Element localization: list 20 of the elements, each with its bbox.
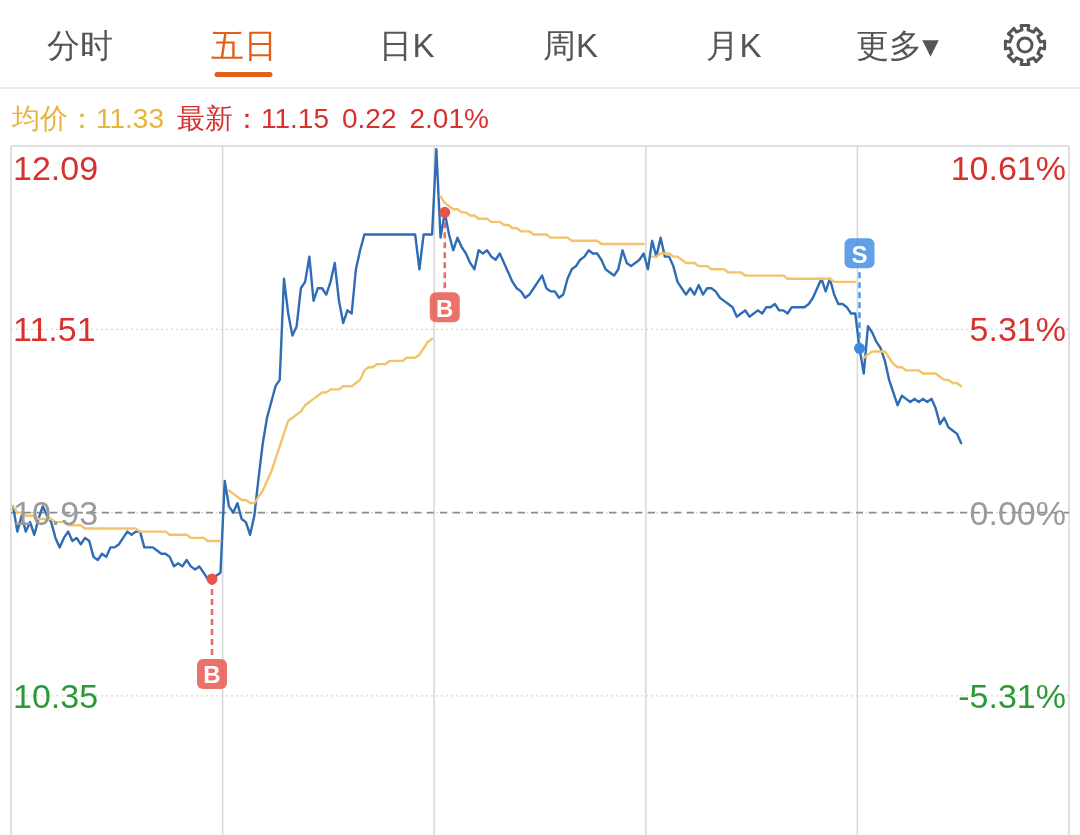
text: 周K	[542, 26, 599, 64]
y2-tick-label: 5.31%	[969, 310, 1066, 349]
text: 0.22	[342, 102, 397, 134]
text: 日K	[379, 26, 435, 64]
text: S	[851, 240, 868, 268]
chart-title: 五日	[210, 26, 277, 64]
y2-tick-label: 0.00%	[969, 493, 1066, 532]
y2-tick-label: -5.31%	[958, 677, 1066, 716]
text: 2.01%	[409, 102, 489, 134]
y2-tick-label: 10.61%	[950, 149, 1066, 188]
y-tick-label: 12.09	[13, 149, 99, 188]
text: 最新：11.15	[177, 102, 329, 134]
text: 更多▾	[856, 26, 940, 64]
y-tick-label: 11.51	[13, 310, 96, 349]
text: B	[203, 661, 221, 689]
text: 均价：11.33	[11, 102, 164, 134]
text: B	[436, 294, 454, 322]
text: 月K	[706, 26, 762, 64]
text: 分时	[47, 26, 113, 64]
y-tick-label: 10.35	[13, 676, 99, 715]
